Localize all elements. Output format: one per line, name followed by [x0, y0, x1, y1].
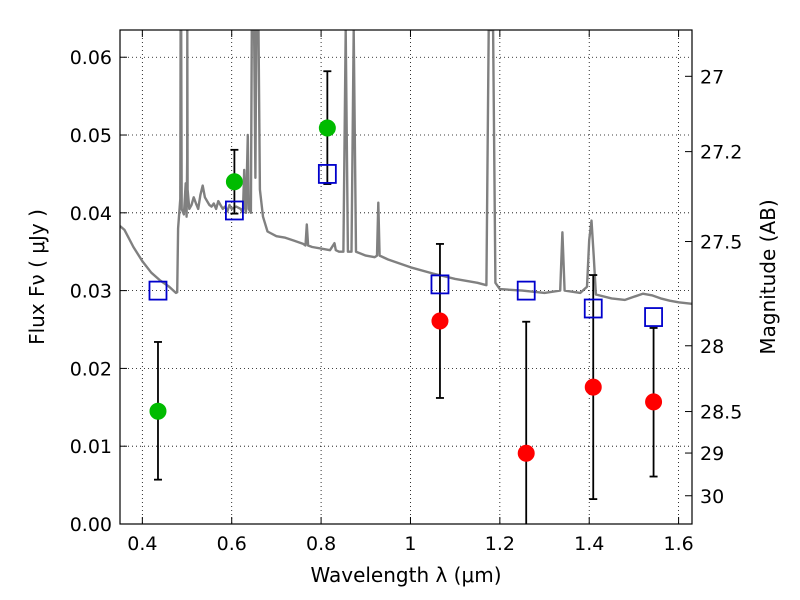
model-flux-square	[644, 307, 663, 327]
x-tick-label: 0.6	[217, 533, 247, 555]
model-flux-square	[224, 200, 244, 221]
y-axis-label: Flux Fν ( μJy )	[25, 209, 49, 345]
model-flux-square	[317, 164, 337, 184]
x-axis-ticks: 0.4 0.6 0.8 1 1.2 1.4 1.6	[127, 30, 694, 555]
x-tick-label: 1	[404, 533, 416, 555]
magnitude-tick-label: 27.5	[700, 232, 742, 254]
plot-frame	[119, 29, 693, 525]
y-axis-ticks: 0.00 0.01 0.02 0.03 0.04 0.05 0.06	[70, 47, 127, 536]
magnitude-axis-label: Magnitude (AB)	[756, 199, 780, 354]
x-tick-label: 0.4	[127, 533, 157, 555]
observed-flux-point	[149, 402, 167, 420]
magnitude-tick-label: 28.5	[700, 402, 742, 424]
model-flux-square	[583, 298, 603, 319]
y-tick-label: 0.00	[70, 514, 112, 536]
magnitude-tick-label: 27	[700, 66, 724, 88]
y-tick-label: 0.04	[70, 203, 112, 225]
y-tick-label: 0.05	[70, 125, 112, 147]
observed-flux-point	[225, 173, 243, 191]
error-bars	[153, 70, 658, 524]
x-tick-label: 1.6	[663, 533, 693, 555]
magnitude-tick-label: 28	[700, 336, 724, 358]
model-photometry-points	[148, 164, 663, 327]
model-flux-square	[516, 280, 536, 301]
x-tick-label: 1.4	[574, 533, 604, 555]
model-spectrum-layer	[120, 30, 692, 305]
x-tick-label: 0.8	[306, 533, 336, 555]
observed-flux-point	[431, 312, 449, 330]
model-flux-square	[430, 274, 450, 295]
grid-lines	[120, 30, 692, 525]
y-tick-label: 0.06	[70, 47, 112, 69]
observed-flux-point	[318, 119, 336, 137]
magnitude-tick-label: 29	[700, 443, 724, 465]
y-tick-label: 0.03	[70, 281, 112, 303]
magnitude-axis-ticks: 27 27.2 27.5 28 28.5 29 30	[685, 66, 742, 508]
model-flux-square	[148, 280, 168, 301]
magnitude-tick-label: 27.2	[700, 142, 742, 164]
x-axis-label: Wavelength λ (μm)	[310, 563, 501, 587]
observed-flux-point	[517, 444, 535, 462]
observed-flux-point	[584, 378, 602, 396]
x-tick-label: 1.2	[485, 533, 515, 555]
observed-photometry-points	[149, 119, 663, 462]
spectrum-line	[120, 30, 692, 305]
magnitude-tick-label: 30	[700, 486, 724, 508]
y-tick-label: 0.01	[70, 436, 112, 458]
observed-flux-point	[645, 393, 663, 411]
y-tick-label: 0.02	[70, 358, 112, 380]
